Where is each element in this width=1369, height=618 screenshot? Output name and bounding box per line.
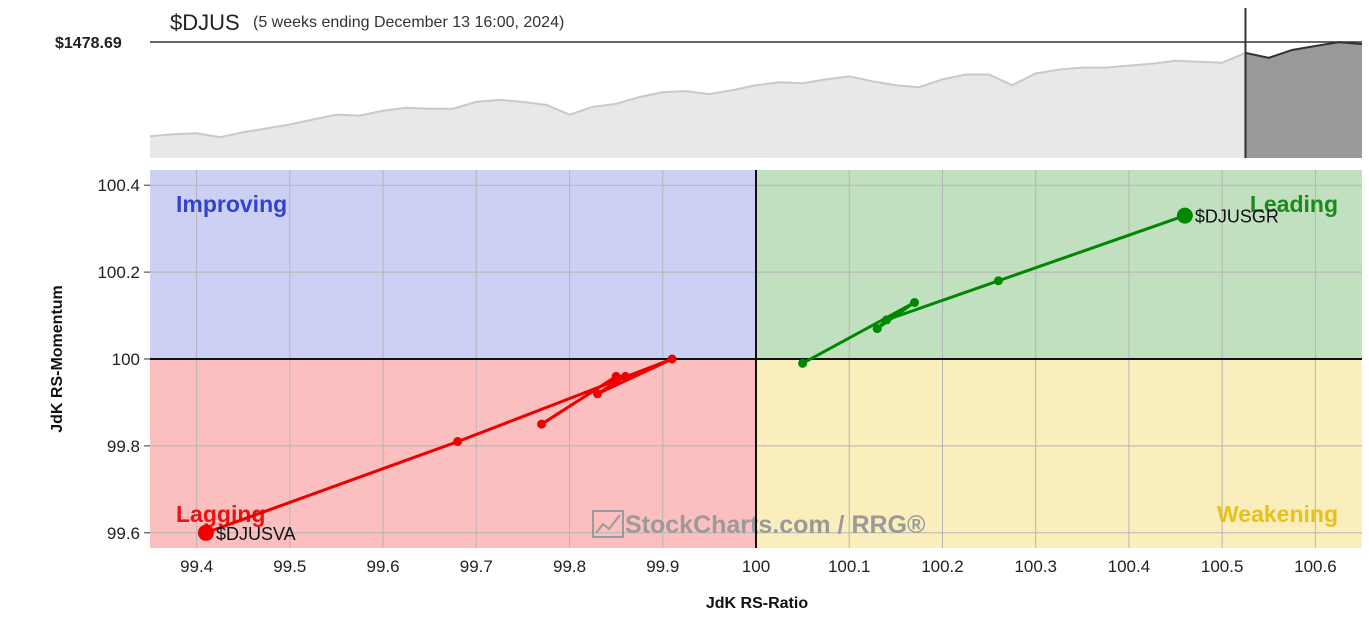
series-point-djusva	[611, 371, 621, 381]
y-tick-label: 99.6	[107, 524, 140, 543]
series-label-djusva: $DJUSVA	[216, 524, 296, 544]
series-point-djusva	[667, 354, 677, 364]
quadrant-leading	[756, 170, 1362, 359]
quadrant-labels: Improving Leading Lagging Weakening	[176, 191, 1338, 527]
series-point-djusgr	[882, 315, 892, 325]
series-point-djusva	[537, 419, 547, 429]
x-tick-label: 100.1	[828, 557, 871, 576]
series-point-djusva	[620, 371, 630, 381]
x-tick-label: 100.4	[1108, 557, 1151, 576]
price-area-tail-window	[1245, 42, 1362, 159]
series-point-djusva	[593, 389, 603, 399]
y-axis-title: JdK RS-Momentum	[49, 285, 66, 433]
x-tick-label: 99.5	[273, 557, 306, 576]
symbol-title: $DJUS	[170, 10, 240, 35]
x-tick-label: 100.6	[1294, 557, 1337, 576]
x-tick-label: 100.5	[1201, 557, 1244, 576]
price-label: $1478.69	[55, 35, 122, 52]
quadrant-label-lagging: Lagging	[176, 501, 265, 527]
x-tick-label: 100.2	[921, 557, 964, 576]
watermark-text: StockCharts.com / RRG®	[625, 511, 926, 539]
y-tick-label: 100	[112, 350, 140, 369]
series-head-djusva	[197, 524, 214, 541]
x-tick-label: 100	[742, 557, 770, 576]
series-tails: $DJUSGR $DJUSVA	[197, 207, 1279, 544]
x-tick-label: 99.8	[553, 557, 586, 576]
series-head-djusgr	[1176, 207, 1193, 224]
y-tick-label: 100.2	[97, 263, 140, 282]
header: $DJUS (5 weeks ending December 13 16:00,…	[55, 10, 564, 52]
x-tick-label: 99.4	[180, 557, 213, 576]
y-tick-label: 99.8	[107, 437, 140, 456]
quadrant-label-leading: Leading	[1250, 191, 1338, 217]
x-tick-label: 99.7	[460, 557, 493, 576]
center-lines	[150, 170, 1362, 548]
series-label-djusgr: $DJUSGR	[1195, 207, 1279, 227]
quadrant-weakening	[756, 359, 1362, 548]
period-subtitle: (5 weeks ending December 13 16:00, 2024)	[253, 14, 564, 31]
series-point-djusgr	[993, 276, 1003, 286]
y-tick-label: 100.4	[97, 176, 140, 195]
price-line-history	[149, 51, 1246, 139]
axes: 99.4 99.5 99.6 99.7 99.8 99.9 100 100.1 100.2 100…	[97, 176, 1336, 576]
series-point-djusgr	[909, 298, 919, 308]
quadrant-label-weakening: Weakening	[1217, 501, 1338, 527]
x-tick-label: 100.3	[1014, 557, 1057, 576]
x-axis-title: JdK RS-Ratio	[706, 595, 808, 612]
price-strip	[149, 8, 1363, 159]
x-tick-label: 99.6	[367, 557, 400, 576]
price-area-history	[150, 52, 1246, 158]
watermark-logo-icon	[592, 510, 624, 538]
series-tail-djusgr	[801, 214, 1186, 365]
series-point-djusva	[453, 437, 463, 447]
watermark: StockCharts.com / RRG®	[592, 510, 926, 539]
quadrant-label-improving: Improving	[176, 191, 287, 217]
x-tick-label: 99.9	[646, 557, 679, 576]
series-point-djusgr	[798, 358, 808, 368]
quadrant-improving	[150, 170, 756, 359]
series-point-djusgr	[872, 324, 882, 334]
